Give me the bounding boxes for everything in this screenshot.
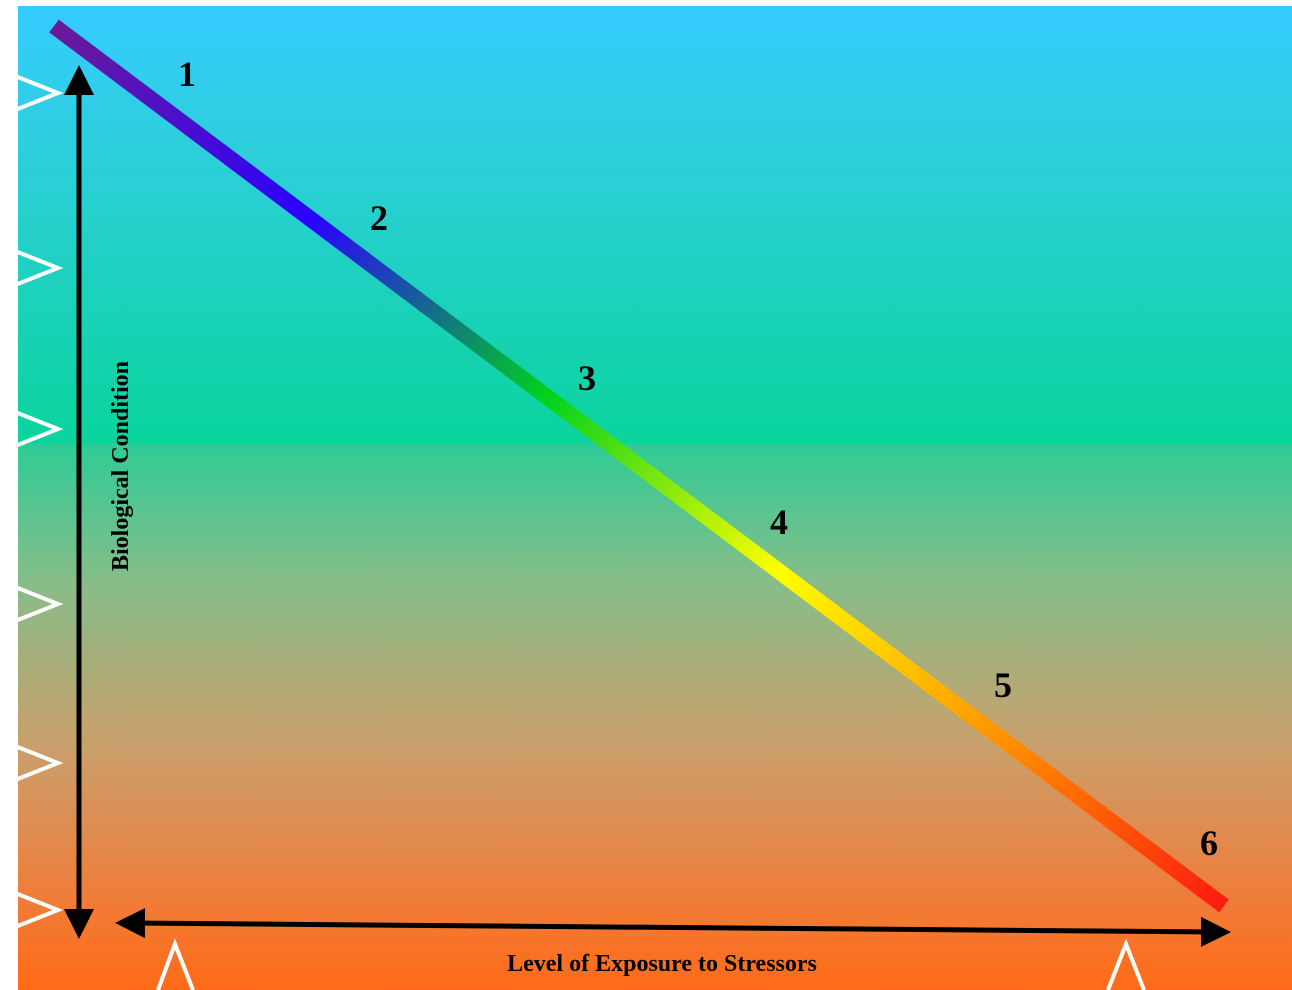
- stage-label-4: 4: [770, 502, 788, 542]
- chevron-marker-5: [0, 738, 64, 788]
- x-axis-label: Level of Exposure to Stressors: [507, 951, 817, 977]
- chevron-marker-6: [0, 885, 64, 935]
- chevron-marker-2: [0, 243, 64, 293]
- background-top-band: [18, 6, 1292, 444]
- stage-label-5: 5: [994, 665, 1012, 705]
- chevron-marker-3: [0, 404, 64, 454]
- condition-gradient-line: [49, 19, 1229, 913]
- up-marker-right: [1106, 938, 1146, 990]
- diagram-background: [18, 6, 1292, 990]
- x-axis-double-arrow: [115, 908, 1231, 947]
- stage-label-6: 6: [1200, 823, 1218, 863]
- tier-markers: [0, 68, 64, 935]
- stage-label-3: 3: [578, 358, 596, 398]
- stage-label-2: 2: [370, 198, 388, 238]
- y-axis-label: Biological Condition: [108, 361, 134, 571]
- up-marker-left: [156, 938, 195, 990]
- stage-label-1: 1: [178, 54, 196, 94]
- chevron-marker-1: [0, 68, 64, 118]
- background-bottom-band: [18, 444, 1292, 990]
- chevron-marker-4: [0, 579, 64, 629]
